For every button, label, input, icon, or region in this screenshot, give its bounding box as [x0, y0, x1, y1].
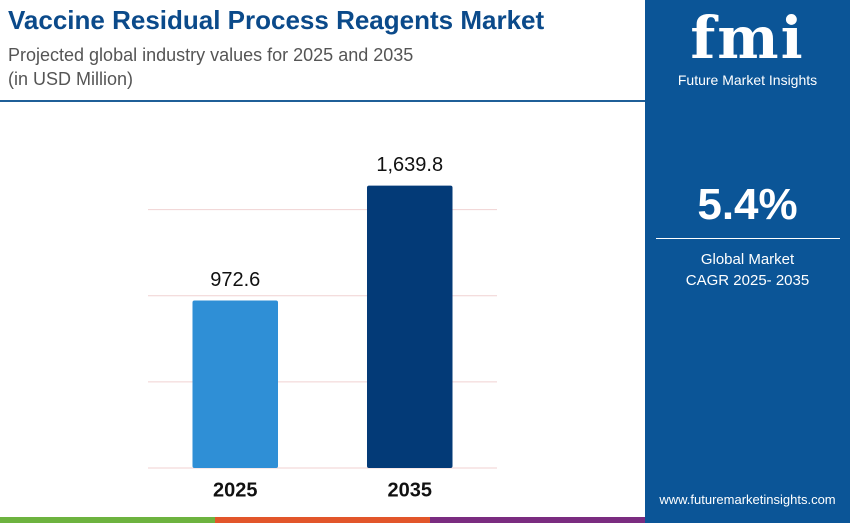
sidebar: fmi Future Market Insights 5.4% Global M… [645, 0, 850, 523]
cagr-label: Global Market [700, 251, 795, 268]
cagr-value: 5.4% [697, 180, 798, 229]
brand: Future Market Insights [677, 72, 818, 88]
chart-subtitle: (in USD Million) [8, 69, 133, 89]
chart-subtitle: Projected global industry values for 202… [8, 45, 413, 65]
url: www.futuremarketinsights.com [659, 492, 836, 507]
value-label: 972.6 [210, 269, 260, 291]
chart-title: Vaccine Residual Process Reagents Market [8, 5, 544, 35]
x-tick-label: 2025 [213, 479, 258, 501]
cagr-label: CAGR 2025- 2035 [685, 272, 810, 289]
chart: Vaccine Residual Process Reagents Market… [0, 5, 645, 523]
footer-stripe [430, 517, 645, 523]
logo: fmi [690, 4, 805, 72]
x-tick-label: 2035 [388, 479, 433, 501]
header-rule [0, 100, 645, 102]
bar [192, 300, 279, 468]
footer-stripe [215, 517, 430, 523]
value-label: 1,639.8 [376, 154, 443, 176]
divider [655, 238, 840, 239]
footer-stripe [0, 517, 215, 523]
bar [366, 185, 453, 468]
